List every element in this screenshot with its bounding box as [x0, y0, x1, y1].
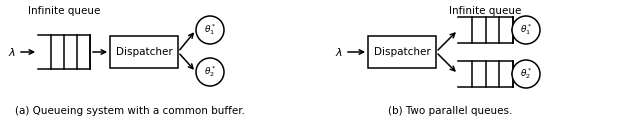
- Text: $\theta_2^*$: $\theta_2^*$: [520, 67, 532, 81]
- Text: $\theta_1^*$: $\theta_1^*$: [204, 23, 216, 37]
- Circle shape: [196, 58, 224, 86]
- Text: $\theta_1^*$: $\theta_1^*$: [520, 23, 532, 37]
- FancyBboxPatch shape: [368, 36, 436, 68]
- Text: Dispatcher: Dispatcher: [116, 47, 172, 57]
- Circle shape: [512, 16, 540, 44]
- Text: $\theta_2^*$: $\theta_2^*$: [204, 64, 216, 79]
- Text: $\lambda$: $\lambda$: [8, 46, 16, 58]
- Circle shape: [512, 60, 540, 88]
- Text: (b) Two parallel queues.: (b) Two parallel queues.: [388, 106, 512, 116]
- FancyBboxPatch shape: [110, 36, 178, 68]
- Text: Dispatcher: Dispatcher: [374, 47, 430, 57]
- Circle shape: [196, 16, 224, 44]
- Text: Infinite queue: Infinite queue: [28, 6, 100, 16]
- Text: (a) Queueing system with a common buffer.: (a) Queueing system with a common buffer…: [15, 106, 245, 116]
- Text: Infinite queue: Infinite queue: [449, 6, 521, 16]
- Text: $\lambda$: $\lambda$: [335, 46, 343, 58]
